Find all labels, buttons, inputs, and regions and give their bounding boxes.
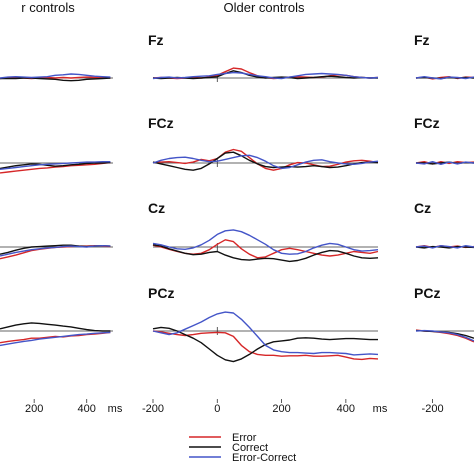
panel-1-2	[0, 160, 113, 174]
column-1: 200 400 ms	[0, 73, 123, 415]
panel-3-4: PCz	[414, 285, 474, 343]
series-error-correct-line	[415, 244, 474, 249]
channel-label: Fz	[148, 32, 164, 48]
channel-label: FCz	[148, 115, 174, 131]
x-tick-label: 200	[272, 403, 290, 415]
series-error-line	[152, 330, 379, 361]
series-correct-line	[152, 151, 379, 171]
x-axis: -200	[422, 399, 444, 415]
series-error-correct-line	[152, 154, 379, 170]
channel-label: PCz	[414, 285, 440, 301]
series-error-correct-line	[0, 73, 111, 79]
panel-columns: 200 400 ms Fz FCz Cz PCz -200 0 200 400 ms Fz FCz Cz PC…	[0, 32, 474, 415]
legend-label-error: Error	[232, 432, 257, 444]
panel-1-3	[0, 244, 113, 260]
series-correct-line	[152, 244, 379, 263]
x-tick-label: 400	[78, 403, 96, 415]
x-axis: 200 400 ms	[25, 399, 123, 415]
series-error-correct-line	[415, 329, 474, 342]
channel-label: Cz	[414, 200, 431, 216]
group-title-left: r controls	[21, 0, 75, 15]
column-2: Fz FCz Cz PCz -200 0 200 400 ms	[142, 32, 388, 415]
x-tick-label: -200	[142, 403, 164, 415]
series-error-correct-line	[0, 331, 111, 347]
series-error-correct-line	[415, 160, 474, 166]
series-error-correct-line	[152, 311, 379, 356]
x-axis: -200 0 200 400 ms	[142, 399, 388, 415]
panel-2-3: Cz	[148, 200, 379, 263]
legend-label-correct: Correct	[232, 442, 268, 454]
panel-1-4	[0, 322, 113, 347]
legend-label-error-correct: Error-Correct	[232, 452, 296, 464]
channel-label: FCz	[414, 115, 440, 131]
x-axis-unit: ms	[373, 403, 388, 415]
series-error-correct-line	[152, 71, 379, 80]
x-tick-label: 400	[337, 403, 355, 415]
series-correct-line	[0, 77, 111, 82]
panel-2-2: FCz	[148, 115, 379, 171]
panel-1-1	[0, 73, 113, 82]
channel-label: Fz	[414, 32, 430, 48]
panel-3-3: Cz	[414, 200, 474, 249]
series-error-line	[0, 161, 111, 174]
series-correct-line	[415, 245, 474, 249]
group-title-middle: Older controls	[224, 0, 305, 15]
x-tick-label: -200	[422, 403, 444, 415]
series-correct-line	[0, 322, 111, 332]
panel-2-4: PCz	[148, 285, 379, 363]
series-error-correct-line	[152, 229, 379, 255]
series-error-correct-line	[415, 75, 474, 80]
series-correct-line	[152, 70, 378, 80]
x-tick-label: 0	[214, 403, 220, 415]
x-axis-unit: ms	[108, 403, 123, 415]
series-error-correct-line	[0, 160, 111, 170]
column-3: Fz FCz Cz PCz -200	[414, 32, 474, 415]
panel-3-2: FCz	[414, 115, 474, 166]
series-error-correct-line	[0, 244, 111, 257]
panel-2-1: Fz	[148, 32, 379, 82]
panel-3-1: Fz	[414, 32, 474, 80]
x-tick-label: 200	[25, 403, 43, 415]
channel-label: PCz	[148, 285, 174, 301]
series-correct-line	[0, 161, 111, 170]
channel-label: Cz	[148, 200, 165, 216]
